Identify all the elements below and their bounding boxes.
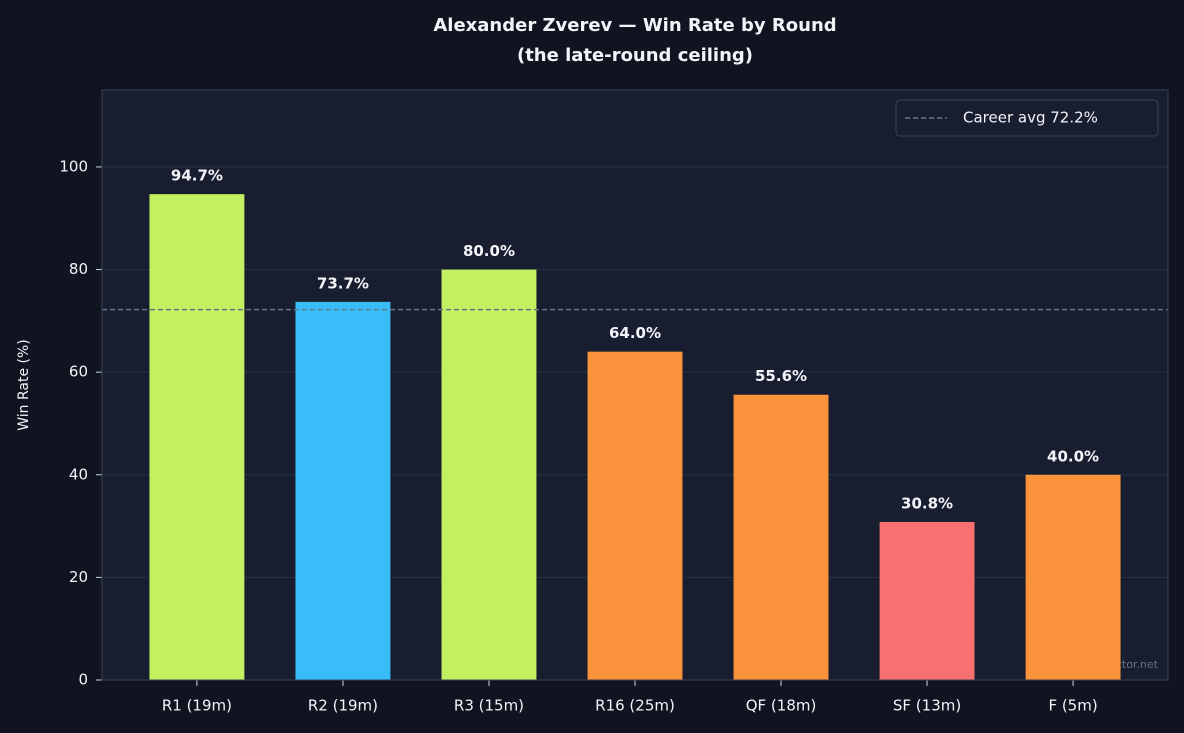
chart-title: Alexander Zverev — Win Rate by Round [433,15,836,36]
value-label: 80.0% [463,242,515,260]
value-label: 55.6% [755,367,807,385]
y-tick-label: 0 [78,671,88,689]
bar [441,269,537,680]
x-tick-label: R16 (25m) [595,697,675,715]
legend-label: Career avg 72.2% [963,109,1098,127]
bar [149,194,245,680]
value-label: 40.0% [1047,447,1099,465]
bar [1025,474,1121,680]
legend-box [895,99,1159,137]
bar [733,394,829,680]
value-label: 94.7% [171,167,223,185]
x-tick-label: R3 (15m) [454,697,524,715]
y-tick-label: 40 [69,465,88,483]
chart-subtitle: (the late-round ceiling) [517,45,753,66]
y-axis-label: Win Rate (%) [16,339,32,431]
x-tick-label: SF (13m) [893,697,961,715]
value-label: 64.0% [609,324,661,342]
value-label: 73.7% [317,274,369,292]
x-tick-label: R2 (19m) [308,697,378,715]
bar [587,351,683,680]
x-tick-label: R1 (19m) [162,697,232,715]
x-tick-label: QF (18m) [746,697,817,715]
value-label: 30.8% [901,494,953,512]
y-tick-label: 60 [69,363,88,381]
bar [295,301,391,680]
y-tick-label: 100 [59,157,88,175]
y-tick-label: 80 [69,260,88,278]
y-tick-label: 20 [69,568,88,586]
plot-border [101,89,1169,681]
x-tick-label: F (5m) [1048,697,1097,715]
bar [879,521,975,680]
